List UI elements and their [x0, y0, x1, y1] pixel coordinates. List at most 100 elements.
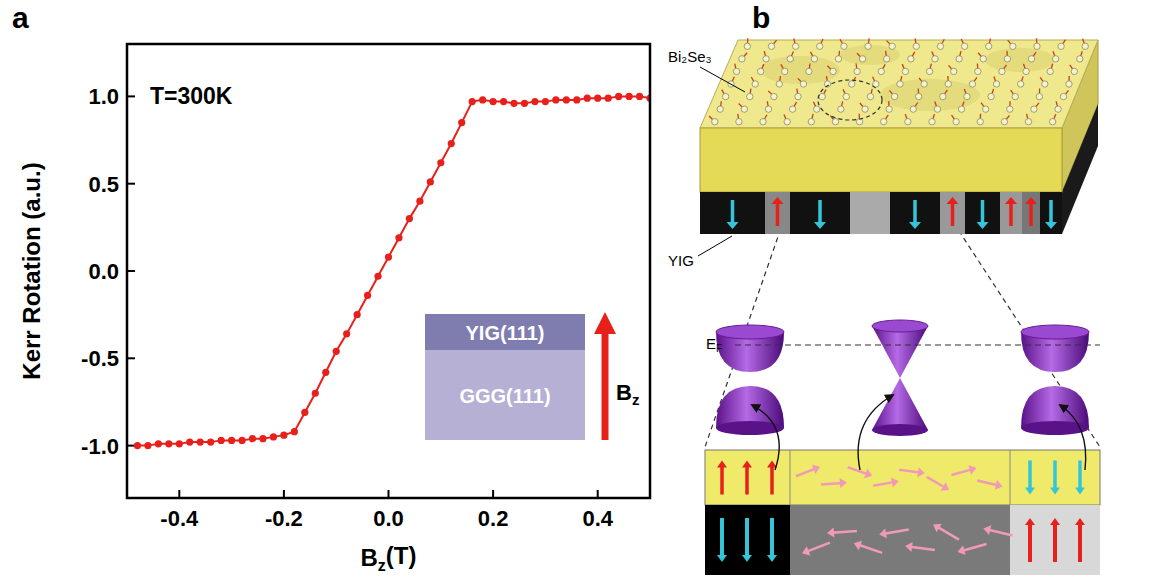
spin-site	[765, 106, 771, 112]
layer-label: YIG	[668, 252, 694, 269]
spin-site	[921, 81, 927, 87]
domain-arrow	[1049, 200, 1053, 222]
spin-site	[841, 43, 847, 49]
x-tick-label: 0.0	[373, 506, 404, 531]
spin-site	[722, 93, 728, 99]
spin-site	[932, 56, 938, 62]
spin-site	[800, 81, 806, 87]
spin-site	[897, 81, 903, 87]
fermi-label-sub: F	[716, 343, 722, 354]
spin-arrow	[770, 466, 774, 495]
domain	[850, 192, 890, 234]
spin-arrow-head	[891, 478, 899, 488]
spin-site	[950, 68, 956, 74]
curved-arrow	[858, 395, 893, 470]
spin-site	[1034, 43, 1040, 49]
field-label-main: B	[616, 380, 632, 405]
spin-site	[838, 106, 844, 112]
spin-site	[905, 119, 911, 125]
data-point	[458, 119, 465, 126]
data-point	[238, 437, 245, 444]
spin-site	[747, 93, 753, 99]
x-axis-title-sub: z	[378, 557, 386, 574]
spin-site	[859, 56, 865, 62]
spin-arrow-head	[1025, 518, 1035, 525]
annotation: T=300K	[150, 83, 233, 109]
spin-site	[958, 106, 964, 112]
spin-site	[940, 93, 946, 99]
field-label-sub: z	[632, 391, 640, 408]
spin-site	[1066, 81, 1072, 87]
domain-arrow	[1009, 204, 1013, 226]
domain	[1040, 192, 1062, 234]
spin-site	[1082, 43, 1088, 49]
domain-arrow	[731, 200, 735, 222]
data-point	[134, 442, 141, 449]
spin-site	[843, 93, 849, 99]
spin-arrow-head	[827, 528, 834, 538]
domain	[790, 192, 850, 234]
spin-site	[916, 93, 922, 99]
band-rim	[716, 421, 784, 435]
x-tick-label: 0.4	[582, 506, 613, 531]
spin-site	[1025, 119, 1031, 125]
spin-arrow	[937, 527, 959, 540]
x-axis-title-main: B	[361, 544, 378, 571]
spin-arrow	[1028, 461, 1032, 490]
domain-arrow-head	[1005, 197, 1017, 204]
spin-arrow-head	[742, 461, 752, 468]
domain-arrow	[776, 204, 780, 226]
spin-site	[1010, 43, 1016, 49]
inset-label: GGG(111)	[459, 385, 550, 407]
divider	[1010, 450, 1011, 505]
curved-arrow	[752, 405, 779, 470]
spin-site	[1036, 93, 1042, 99]
spin-site	[739, 56, 745, 62]
yig-domain	[1010, 505, 1100, 575]
x-tick-label: 0.2	[478, 506, 509, 531]
spin-arrow	[859, 545, 883, 553]
spin-site	[768, 43, 774, 49]
spin-arrow-head	[812, 465, 820, 474]
box-top	[700, 40, 1098, 128]
spin-arrow	[977, 481, 997, 486]
spin-arrow-head	[1050, 518, 1060, 525]
data-point	[615, 93, 622, 100]
data-point	[625, 93, 632, 100]
data-point	[416, 198, 423, 205]
spin-arrow-head	[1025, 488, 1035, 495]
surface-patch	[880, 79, 980, 111]
domain-arrow-head	[727, 222, 739, 229]
spin-site	[776, 81, 782, 87]
domain-arrow-head	[1045, 222, 1057, 229]
spin-site	[1071, 68, 1077, 74]
spin-site	[945, 81, 951, 87]
data-point	[510, 100, 517, 107]
figure: abYIG(111)GGG(111)BzT=300K-0.4-0.20.00.2…	[0, 0, 1151, 583]
data-point	[228, 437, 235, 444]
spin-site	[795, 93, 801, 99]
data-group	[134, 93, 650, 449]
spin-arrow-head	[854, 541, 862, 550]
spin-site	[830, 68, 836, 74]
spin-site	[835, 56, 841, 62]
spin-site	[717, 106, 723, 112]
spin-arrow	[899, 470, 920, 473]
spin-arrow-head	[717, 461, 727, 468]
inset-label: YIG(111)	[466, 322, 545, 344]
divider	[790, 450, 791, 505]
spin-site	[1042, 81, 1048, 87]
data-point	[479, 96, 486, 103]
domain	[965, 192, 1000, 234]
spin-arrow-head	[879, 528, 887, 538]
spin-arrow	[1078, 523, 1082, 562]
spin-arrow-head	[905, 542, 913, 552]
domain	[765, 192, 790, 234]
data-point	[364, 292, 371, 299]
spin-arrow	[962, 544, 986, 551]
spin-arrow-head	[968, 465, 976, 475]
fermi-label-main: E	[706, 335, 716, 352]
band-rim	[1021, 325, 1089, 339]
spin-site	[1028, 56, 1034, 62]
data-point	[270, 433, 277, 440]
